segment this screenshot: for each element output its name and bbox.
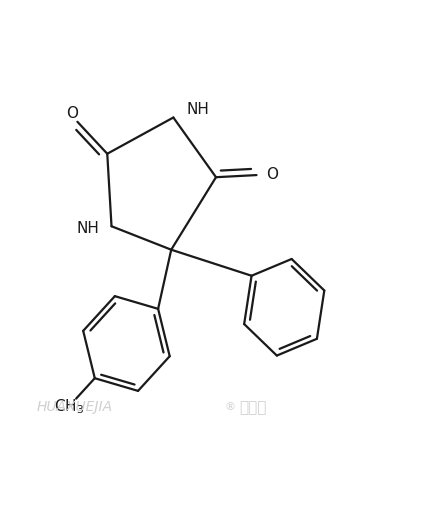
Text: NH: NH: [77, 221, 100, 236]
Text: 化学加: 化学加: [239, 400, 267, 415]
Text: O: O: [66, 106, 78, 121]
Text: CH$_3$: CH$_3$: [54, 397, 84, 416]
Text: O: O: [266, 167, 278, 182]
Text: HUAXUEJIA: HUAXUEJIA: [37, 401, 113, 415]
Text: ®: ®: [225, 403, 235, 413]
Text: NH: NH: [186, 102, 209, 117]
